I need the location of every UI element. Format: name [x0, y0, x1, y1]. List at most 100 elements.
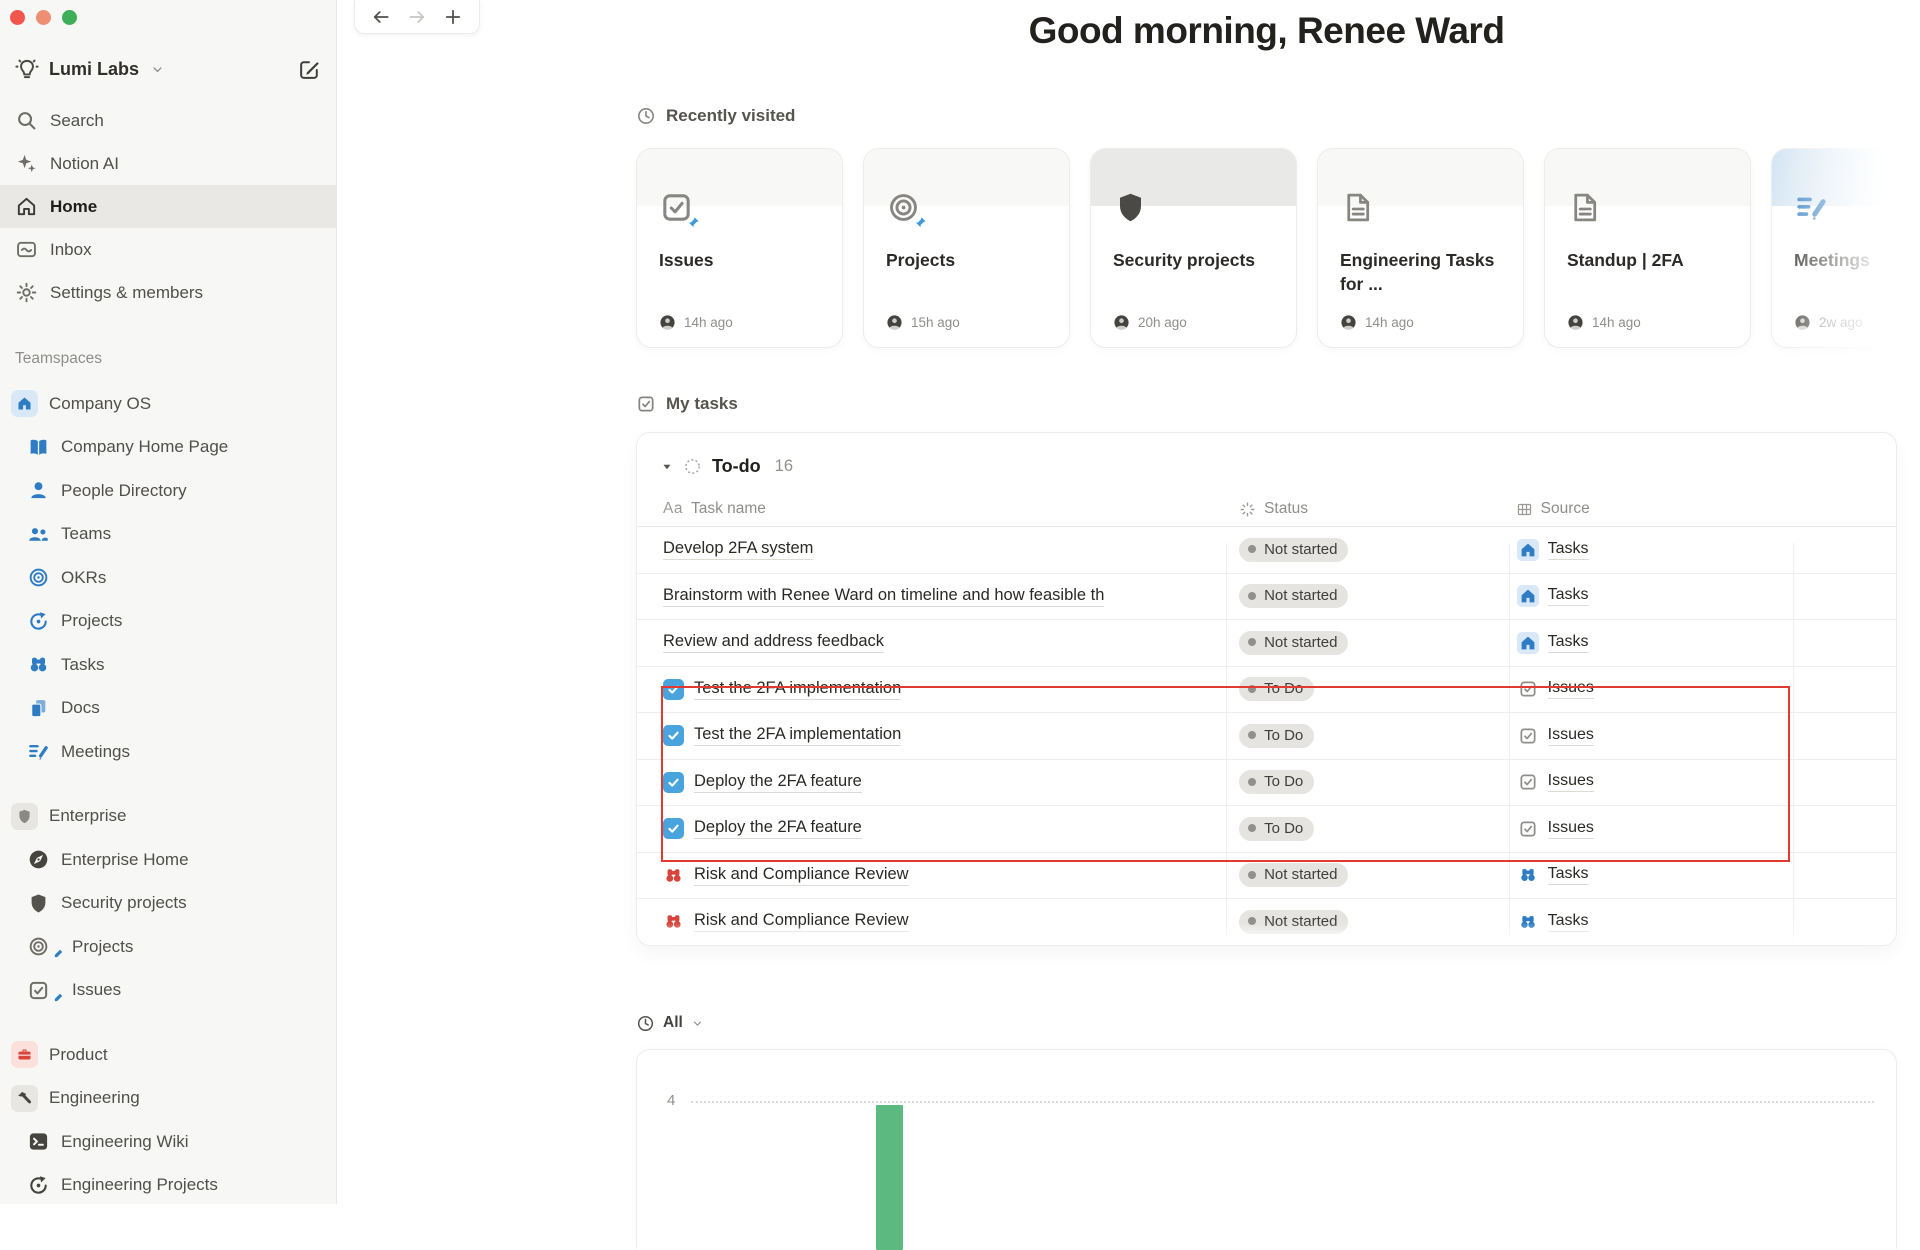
- sidebar-item-settings[interactable]: Settings & members: [0, 271, 336, 314]
- recent-card-meetings[interactable]: Meetings 2w ago: [1771, 148, 1920, 348]
- source-link[interactable]: Issues: [1547, 772, 1594, 793]
- table-row[interactable]: Develop 2FA system Not started Tasks: [637, 527, 1896, 574]
- source-link[interactable]: Tasks: [1547, 633, 1589, 653]
- source-link[interactable]: Tasks: [1547, 586, 1589, 607]
- sidebar-item-okrs[interactable]: OKRs: [0, 556, 336, 600]
- sidebar-item-enterprise-home[interactable]: Enterprise Home: [0, 838, 336, 882]
- collapse-triangle-icon[interactable]: [661, 461, 673, 473]
- table-row[interactable]: Test the 2FA implementation To Do Issues: [637, 713, 1896, 760]
- forward-button[interactable]: [407, 7, 427, 27]
- teamspaces-section-label[interactable]: Teamspaces: [15, 350, 103, 367]
- source-link[interactable]: Issues: [1547, 679, 1594, 700]
- minimize-button[interactable]: [36, 10, 51, 25]
- recent-card-engineering-tasks[interactable]: Engineering Tasks for ... 14h ago: [1317, 148, 1524, 348]
- task-name-link[interactable]: Test the 2FA implementation: [694, 725, 902, 747]
- close-button[interactable]: [10, 10, 25, 25]
- task-name-link[interactable]: Test the 2FA implementation: [694, 679, 902, 700]
- table-row[interactable]: Deploy the 2FA feature To Do Issues: [637, 806, 1896, 853]
- task-name-link[interactable]: Develop 2FA system: [663, 539, 814, 561]
- task-checkbox-checked[interactable]: [663, 771, 684, 793]
- sidebar-item-product[interactable]: Product: [0, 1033, 336, 1077]
- sidebar-item-enterprise-projects[interactable]: Projects: [0, 925, 336, 969]
- sidebar-item-enterprise[interactable]: Enterprise: [0, 795, 336, 839]
- task-checkbox-checked[interactable]: [663, 725, 684, 747]
- status-badge[interactable]: To Do: [1239, 816, 1315, 841]
- status-badge[interactable]: Not started: [1239, 584, 1349, 609]
- hammer-icon: [16, 1090, 33, 1107]
- sidebar-item-docs[interactable]: Docs: [0, 687, 336, 731]
- sidebar-item-engineering[interactable]: Engineering: [0, 1077, 336, 1121]
- sidebar-item-tasks[interactable]: Tasks: [0, 643, 336, 687]
- sidebar-item-engineering-projects[interactable]: Engineering Projects: [0, 1164, 336, 1208]
- source-link[interactable]: Issues: [1547, 726, 1594, 746]
- column-header-source[interactable]: Source: [1508, 492, 1792, 526]
- back-button[interactable]: [371, 7, 391, 27]
- sidebar-item-home[interactable]: Home: [0, 185, 336, 228]
- table-row[interactable]: Review and address feedback Not started …: [637, 620, 1896, 667]
- task-name-link[interactable]: Review and address feedback: [663, 632, 885, 654]
- document-icon: [1567, 190, 1602, 225]
- recent-card-security-projects[interactable]: Security projects 20h ago: [1090, 148, 1297, 348]
- column-header-task-name[interactable]: Aa Task name: [663, 500, 766, 517]
- table-row[interactable]: Brainstorm with Renee Ward on timeline a…: [637, 574, 1896, 620]
- sidebar-item-company-os[interactable]: Company OS: [0, 382, 336, 426]
- sidebar-item-label: Search: [50, 110, 104, 130]
- chevron-down-icon: [691, 1017, 704, 1030]
- table-row[interactable]: Risk and Compliance Review Not started T…: [637, 853, 1896, 899]
- status-badge[interactable]: To Do: [1239, 723, 1315, 748]
- sidebar-item-inbox[interactable]: Inbox: [0, 228, 336, 271]
- gridline: [691, 1101, 1874, 1103]
- time-filter-dropdown[interactable]: All: [636, 1010, 1897, 1036]
- avatar: [1340, 314, 1357, 331]
- status-badge[interactable]: Not started: [1239, 537, 1349, 562]
- sidebar-item-notion-ai[interactable]: Notion AI: [0, 142, 336, 185]
- task-name-link[interactable]: Risk and Compliance Review: [694, 911, 909, 933]
- avatar: [886, 314, 903, 331]
- list-pencil-icon: [1794, 190, 1829, 225]
- task-name-link[interactable]: Risk and Compliance Review: [694, 865, 909, 886]
- table-row[interactable]: Test the 2FA implementation To Do Issues: [637, 667, 1896, 713]
- tasks-source-icon: [1516, 631, 1539, 654]
- sidebar-item-security-projects[interactable]: Security projects: [0, 882, 336, 926]
- pin-icon: [685, 215, 701, 231]
- main-area: Good morning, Renee Ward Recently visite…: [337, 0, 1920, 1250]
- recent-card-projects[interactable]: Projects 15h ago: [863, 148, 1070, 348]
- task-checkbox-checked[interactable]: [663, 678, 684, 700]
- task-name-link[interactable]: Deploy the 2FA feature: [694, 818, 862, 840]
- source-link[interactable]: Tasks: [1547, 912, 1589, 932]
- task-checkbox-checked[interactable]: [663, 818, 684, 840]
- status-badge[interactable]: Not started: [1239, 630, 1349, 655]
- recent-card-standup-2fa[interactable]: Standup | 2FA 14h ago: [1544, 148, 1751, 348]
- column-header-status[interactable]: Status: [1225, 492, 1508, 526]
- pencil-badge-icon: [53, 992, 64, 1003]
- status-badge[interactable]: To Do: [1239, 677, 1315, 702]
- task-name-link[interactable]: Deploy the 2FA feature: [694, 772, 862, 793]
- recent-card-issues[interactable]: Issues 14h ago: [636, 148, 843, 348]
- source-link[interactable]: Tasks: [1547, 540, 1589, 560]
- status-badge[interactable]: Not started: [1239, 863, 1349, 888]
- card-title: Issues: [659, 250, 714, 270]
- source-link[interactable]: Tasks: [1547, 865, 1589, 886]
- sidebar-item-search[interactable]: Search: [0, 99, 336, 142]
- workspace-switcher[interactable]: Lumi Labs: [0, 51, 336, 87]
- sidebar-item-company-home-page[interactable]: Company Home Page: [0, 426, 336, 470]
- source-link[interactable]: Issues: [1547, 819, 1594, 839]
- sidebar-item-enterprise-issues[interactable]: Issues: [0, 969, 336, 1013]
- issues-source-icon: [1517, 725, 1539, 747]
- sidebar-item-projects[interactable]: Projects: [0, 600, 336, 644]
- status-badge[interactable]: To Do: [1239, 770, 1315, 795]
- table-row[interactable]: Risk and Compliance Review Not started T…: [637, 899, 1896, 945]
- task-name-link[interactable]: Brainstorm with Renee Ward on timeline a…: [663, 586, 1105, 607]
- sidebar: Lumi Labs Search Notion AI Home Inbox Se…: [0, 0, 337, 1204]
- sidebar-item-teams[interactable]: Teams: [0, 513, 336, 557]
- new-page-button[interactable]: [443, 7, 463, 27]
- table-row[interactable]: Deploy the 2FA feature To Do Issues: [637, 760, 1896, 806]
- sidebar-item-engineering-wiki[interactable]: Engineering Wiki: [0, 1120, 336, 1164]
- sidebar-item-meetings[interactable]: Meetings: [0, 730, 336, 774]
- zoom-button[interactable]: [62, 10, 77, 25]
- sidebar-item-people-directory[interactable]: People Directory: [0, 469, 336, 513]
- workspace-name: Lumi Labs: [49, 58, 140, 79]
- group-name[interactable]: To-do: [712, 456, 761, 476]
- status-badge[interactable]: Not started: [1239, 909, 1349, 934]
- compose-icon[interactable]: [297, 57, 322, 82]
